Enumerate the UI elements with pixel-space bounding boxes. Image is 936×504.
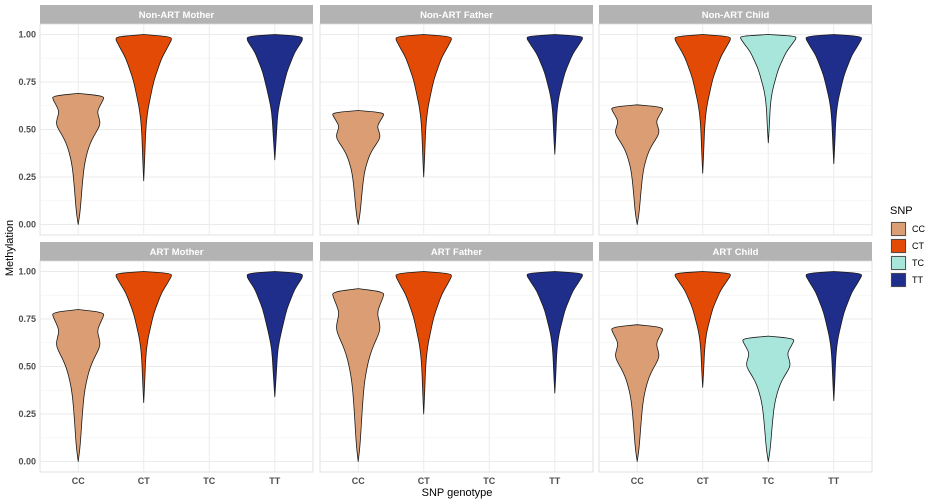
x-tick-label: CC	[72, 476, 85, 486]
facet-panel: Non-ART Mother 0.00 0.25 0.50 0.75 1.00	[18, 5, 314, 236]
y-tick-label: 0.50	[18, 125, 36, 135]
facet-title: Non-ART Mother	[139, 10, 215, 21]
x-tick-label: CC	[631, 476, 644, 486]
facet-strip	[40, 5, 313, 24]
violin-cc	[332, 110, 385, 225]
y-tick-label: 0.25	[18, 172, 36, 182]
violin-tt	[526, 271, 583, 394]
legend-key-tt	[891, 273, 906, 287]
violin-tt	[246, 34, 303, 161]
violin-ct	[674, 271, 731, 388]
y-tick-label: 0.25	[18, 409, 36, 419]
y-tick-label: 0.50	[18, 362, 36, 372]
y-tick-label: 1.00	[18, 266, 36, 276]
x-tick-label: TT	[269, 476, 280, 486]
violin-tt	[805, 34, 862, 165]
y-tick-label: 0.00	[18, 220, 36, 230]
y-tick-label: 0.00	[18, 457, 36, 467]
y-tick-label: 0.75	[18, 314, 36, 324]
violin-tt	[526, 34, 583, 155]
x-tick-label: CC	[352, 476, 365, 486]
x-tick-label: TC	[483, 476, 495, 486]
x-tick-label: TT	[549, 476, 560, 486]
violin-ct	[115, 34, 172, 182]
facet-title: Non-ART Child	[702, 10, 770, 21]
legend-key-cc	[891, 222, 906, 236]
legend-title: SNP	[890, 205, 913, 217]
x-axis-title: SNP genotype	[422, 487, 493, 499]
violin-ct	[395, 34, 452, 178]
facet-strip	[320, 5, 593, 24]
violin-tt	[246, 271, 303, 398]
violin-tt	[805, 271, 862, 402]
facet-panel: Non-ART Child	[598, 5, 873, 236]
violin-cc	[611, 104, 664, 225]
x-tick-label: TC	[203, 476, 215, 486]
facet-title: ART Child	[713, 247, 759, 258]
legend-label: TT	[912, 275, 923, 285]
x-tick-label: CT	[697, 476, 709, 486]
legend-label: TC	[912, 258, 924, 268]
violin-cc	[52, 309, 105, 462]
y-axis-title: Methylation	[4, 220, 16, 276]
violin-cc	[611, 324, 664, 462]
violin-ct	[115, 271, 172, 403]
facet-panel: ART Father CC CT TC TT	[319, 242, 594, 486]
violin-ct	[395, 271, 452, 415]
facet-title: ART Mother	[150, 247, 204, 258]
legend-label: CT	[912, 241, 924, 251]
x-tick-label: TC	[762, 476, 774, 486]
facet-panel: Non-ART Father	[319, 5, 594, 236]
legend-key-tc	[891, 256, 906, 270]
violin-ct	[674, 34, 731, 174]
violin-tc	[740, 34, 797, 144]
facet-strip	[40, 242, 313, 261]
y-tick-label: 0.75	[18, 77, 36, 87]
facet-strip	[320, 242, 593, 261]
legend-label: CC	[912, 224, 925, 234]
violin-tc	[742, 335, 795, 462]
x-tick-label: CT	[418, 476, 430, 486]
facet-strip	[599, 5, 872, 24]
x-tick-label: TT	[828, 476, 839, 486]
facet-title: Non-ART Father	[420, 10, 493, 21]
facet-panel: ART Child CC CT TC TT	[598, 242, 873, 486]
facet-strip	[599, 242, 872, 261]
legend-key-ct	[891, 239, 906, 253]
x-tick-label: CT	[138, 476, 150, 486]
violin-cc	[52, 93, 105, 225]
facet-title: ART Father	[431, 247, 483, 258]
facet-panel: ART Mother 0.00 0.25 0.50 0.75 1.00 CC CT TC TT	[18, 242, 314, 486]
y-tick-label: 1.00	[18, 29, 36, 39]
violin-cc	[332, 288, 385, 462]
